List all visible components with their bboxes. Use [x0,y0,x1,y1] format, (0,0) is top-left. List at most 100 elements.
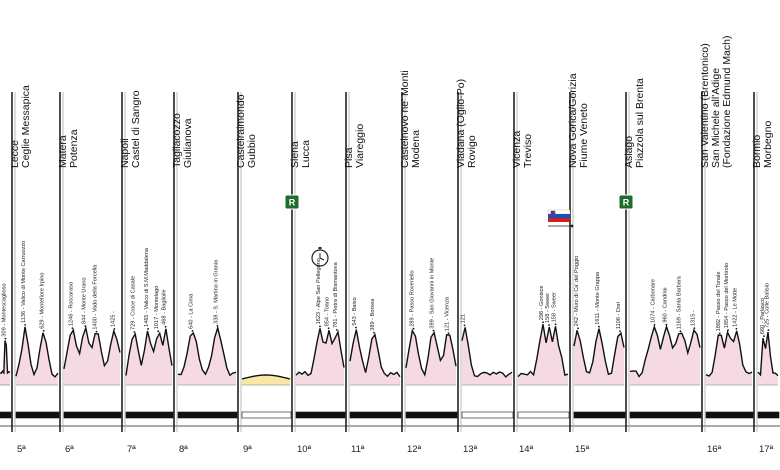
stage-profile-line [295,328,345,377]
stage-finish-town: Ceglie Messapica [20,85,32,168]
peak-label: 1017 - Montelago [154,286,160,330]
stage-number: 9ª [243,444,252,455]
stage-profile-line [405,328,457,377]
peak-marker [164,325,167,328]
peak-marker [42,329,45,332]
stage-start-town: Lecce [9,140,21,168]
peak-marker [763,335,765,337]
stage-profile-fill [350,329,400,385]
peak-marker [653,324,656,326]
peak-label: 242 - Muro di Ca' del Poggio [574,256,580,327]
peak-label: 640 - La Cima [189,293,195,329]
peak-marker [554,323,557,326]
peak-marker [335,329,338,331]
stage-finish-town: Piazzola sul Brenta [634,78,646,168]
stage-profile-fill [406,330,456,385]
peak-marker [598,325,600,328]
peak-marker [735,328,738,330]
peak-label: 629 - Montefiore Irpino [40,273,46,329]
peak-marker [4,337,7,340]
stage-ground-strip [705,411,754,419]
peak-marker [147,328,150,330]
peak-label: 1465 - Valico di S.M.Maddalena [144,247,150,327]
stage-profile-line [0,340,11,375]
stage-profile-line [15,326,59,378]
peak-label: 158 - Sweer [545,293,551,323]
stage-profile-fill [178,327,236,385]
stage-start-town: San Valentino (Brentonico) [699,43,711,168]
peak-label: 399 - San Giovanni in Monte [430,258,436,329]
stage-profile-line [63,325,121,369]
peak-label: 158 - Sweer [552,292,558,322]
stage-finish-town: San Michele all'Adige [710,68,722,168]
peak-label: 298 - Gonisce [539,285,545,320]
peak-label: 289 - Passo Roveriello [410,270,416,326]
stage-profile-line [629,324,701,378]
peak-label: 1422 - Le Motte [732,288,738,327]
peak-marker [327,327,330,330]
stage-profile-line [125,328,173,376]
stage-number: 16ª [707,444,722,455]
stage-profile-line [757,331,779,377]
stage-finish-town: Treviso [522,134,534,168]
stage-finish-town: Castel di Sangro [130,90,142,168]
peak-label: 725 - Colle Balisio [764,283,770,328]
stage-profile-line [241,374,291,380]
stage-number: 8ª [179,444,188,455]
stage-start-town: Bormio [751,135,763,168]
stage-ground-strip [757,411,780,419]
stage-finish-town: Modena [410,130,422,168]
peak-label: 338 - S. Martino in Grania [213,259,219,324]
stage-finish-town: Fiume Veneto [578,103,590,168]
stage-number: 13ª [463,444,478,455]
stage-profile-fill [126,328,172,385]
stage-profile-fill [630,326,700,385]
stage-finish-town: Giulianova [182,118,194,168]
stage-finish-town: Morbegno [762,121,774,168]
peak-marker [355,326,357,329]
stage-ground-strip [177,411,238,419]
stage-profile-line [177,325,237,377]
peak-marker [84,325,87,327]
stage-number: 10ª [297,444,312,455]
stage-start-town: Tagliacozzo [171,113,183,168]
peak-marker [95,330,98,333]
peak-marker [548,324,550,326]
stage-start-town: Pisa [343,147,355,168]
peak-label: 1882 - Passo del Tonale [716,271,722,331]
peak-label: 1611 - Monte Grappa [595,271,601,325]
peak-label: 844 - Monte Urano [81,277,87,324]
peak-label: 1169 - Santa Barbara [676,275,682,329]
stage-profile-fill [0,340,10,385]
stage-number: 15ª [575,444,590,455]
peak-marker [319,325,321,328]
peak-marker [157,330,160,333]
peak-label: 468 - Baglioile [162,289,168,324]
peak-label: 121 [461,314,467,323]
stage-start-town: Asiago [623,136,635,168]
peak-marker [71,327,74,329]
peak-marker [577,327,579,330]
stage-finish-town: (Fondazione Edmund Mach) [721,36,733,169]
stage-ground-strip [125,411,174,419]
peak-label: 1623 - Alpe San Pellegrino [316,258,322,324]
stage-finish-town: Gubbio [246,134,258,168]
stage-ground-strip [573,411,626,419]
peak-marker [693,327,696,329]
peak-label: 1136 - Valico di Monte Carruozzo [21,241,27,323]
stage-number: 17ª [759,444,774,455]
stage-profile-line [573,328,625,376]
rest-day-badge [284,194,300,210]
peak-marker [191,330,194,332]
stage-start-town: Siena [289,141,301,168]
stage-number: 11ª [351,444,365,455]
peak-label: 1315 - [690,310,696,326]
stage-number: 14ª [519,444,534,455]
peak-label: 960 - Candriai [662,287,668,322]
stage-profile-fill [574,328,624,385]
stage-start-town: Castelraimondo [235,94,247,168]
stage-ground-strip [629,411,702,419]
peak-label: 781 - Pietra di Bismantova [333,261,339,327]
peak-marker [718,332,721,335]
